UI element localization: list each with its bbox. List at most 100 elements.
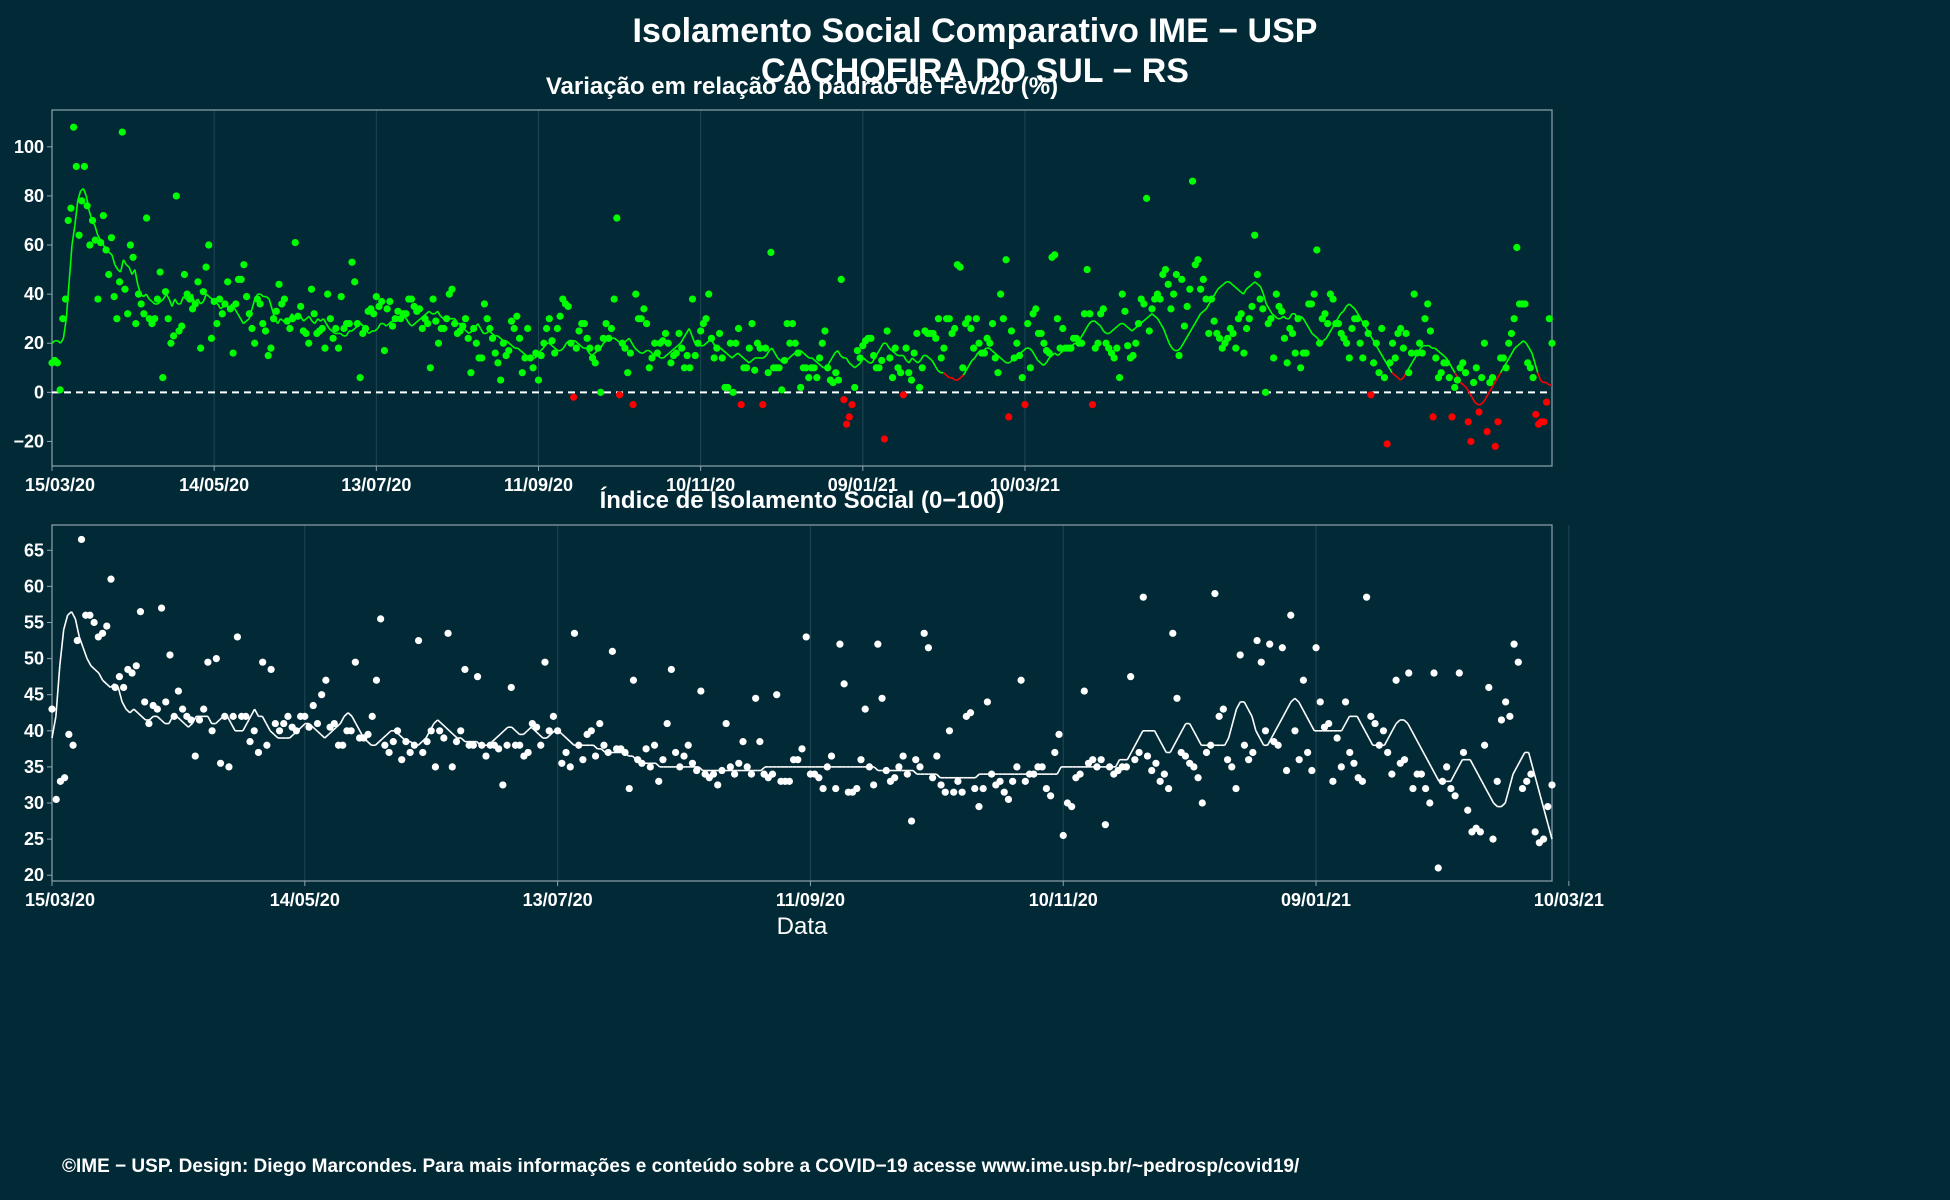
variation-moving-average-segment xyxy=(208,295,213,300)
index-moving-average-segment xyxy=(1469,759,1475,768)
variation-data-point xyxy=(1207,295,1216,303)
index-data-point xyxy=(1409,784,1417,793)
variation-data-point xyxy=(907,376,916,384)
variation-data-point xyxy=(621,344,629,352)
variation-data-point xyxy=(529,364,537,372)
variation-data-point xyxy=(742,364,751,372)
variation-x-tick-label: 09/01/21 xyxy=(828,475,898,495)
index-data-point xyxy=(1143,752,1152,760)
variation-data-point xyxy=(1132,339,1140,347)
variation-moving-average-segment xyxy=(914,359,919,364)
index-data-point xyxy=(1506,712,1514,720)
variation-moving-average-segment xyxy=(1054,352,1059,357)
index-data-point xyxy=(1046,792,1055,800)
index-data-point xyxy=(554,727,562,735)
variation-moving-average-segment xyxy=(428,310,433,315)
index-moving-average-segment xyxy=(417,741,423,746)
index-data-point xyxy=(313,719,322,728)
variation-data-point xyxy=(813,374,821,382)
variation-moving-average-segment xyxy=(1222,281,1227,285)
variation-moving-average-segment xyxy=(1382,357,1387,364)
variation-data-point xyxy=(1329,295,1337,303)
index-moving-average-segment xyxy=(328,730,334,735)
variation-moving-average-segment xyxy=(1045,357,1050,364)
variation-data-point xyxy=(886,354,894,362)
variation-moving-average-segment xyxy=(725,352,730,357)
variation-moving-average-segment xyxy=(1194,318,1199,325)
variation-moving-average-segment xyxy=(857,362,862,366)
variation-data-point xyxy=(240,261,248,269)
variation-data-point xyxy=(372,292,380,301)
variation-moving-average-segment xyxy=(937,369,942,374)
index-data-point xyxy=(339,741,347,749)
variation-data-point xyxy=(1024,320,1032,328)
variation-data-point xyxy=(1388,339,1397,347)
variation-data-point xyxy=(532,349,540,357)
index-data-point xyxy=(267,665,275,674)
index-data-point xyxy=(1194,774,1202,782)
variation-data-point xyxy=(572,344,580,352)
variation-moving-average-segment xyxy=(1165,335,1170,344)
variation-data-point xyxy=(988,320,997,328)
variation-data-point xyxy=(1437,369,1445,377)
index-data-point xyxy=(444,629,452,637)
variation-data-point xyxy=(1005,413,1013,421)
variation-moving-average-segment xyxy=(751,357,756,362)
variation-moving-average-segment xyxy=(1282,315,1287,320)
variation-data-point xyxy=(215,295,224,303)
variation-data-point xyxy=(426,364,434,372)
index-moving-average-segment xyxy=(1173,737,1179,746)
variation-data-point xyxy=(1470,378,1478,387)
variation-data-point xyxy=(672,349,680,357)
index-moving-average-segment xyxy=(530,726,536,732)
index-data-point xyxy=(1164,784,1173,793)
index-data-point xyxy=(608,647,616,655)
variation-moving-average-segment xyxy=(1151,313,1156,317)
variation-data-point xyxy=(956,263,964,271)
index-data-point xyxy=(667,665,675,674)
index-data-point xyxy=(1051,748,1059,757)
index-data-point xyxy=(1518,784,1527,793)
variation-moving-average-segment xyxy=(1545,381,1550,386)
variation-data-point xyxy=(567,339,575,347)
variation-moving-average-segment xyxy=(551,345,556,349)
index-data-point xyxy=(916,763,924,771)
variation-data-point xyxy=(1407,349,1416,357)
index-moving-average-segment xyxy=(655,762,661,768)
index-data-point xyxy=(1101,821,1109,829)
index-data-point xyxy=(1076,770,1084,778)
variation-moving-average-segment xyxy=(417,318,422,322)
index-moving-average-segment xyxy=(289,733,295,739)
variation-moving-average-segment xyxy=(202,293,208,302)
index-moving-average-segment xyxy=(1278,715,1284,724)
index-data-point xyxy=(743,763,751,771)
index-moving-average-segment xyxy=(1188,723,1195,732)
variation-data-point xyxy=(480,300,489,308)
variation-data-point xyxy=(1059,324,1067,333)
variation-moving-average-segment xyxy=(511,345,516,349)
index-data-point xyxy=(516,741,524,749)
variation-data-point xyxy=(545,315,553,323)
variation-moving-average-segment xyxy=(1171,347,1176,352)
variation-data-point xyxy=(1256,295,1264,303)
index-data-point xyxy=(802,633,810,641)
index-data-point xyxy=(903,770,911,778)
variation-data-point xyxy=(380,347,389,355)
index-data-point xyxy=(259,658,267,666)
index-data-point xyxy=(680,752,688,760)
variation-data-point xyxy=(1321,310,1329,318)
variation-moving-average-segment xyxy=(1142,318,1147,322)
variation-moving-average-segment xyxy=(465,330,470,335)
variation-data-point xyxy=(1542,398,1551,406)
index-data-point xyxy=(1021,777,1029,785)
index-data-point xyxy=(322,676,330,684)
variation-data-point xyxy=(694,339,702,347)
index-data-point xyxy=(861,705,869,713)
index-data-point xyxy=(364,730,372,739)
index-data-point xyxy=(145,719,153,728)
index-moving-average-segment xyxy=(183,722,189,728)
variation-data-point xyxy=(724,383,732,392)
index-data-point xyxy=(1122,763,1131,771)
variation-moving-average-segment xyxy=(82,188,88,197)
